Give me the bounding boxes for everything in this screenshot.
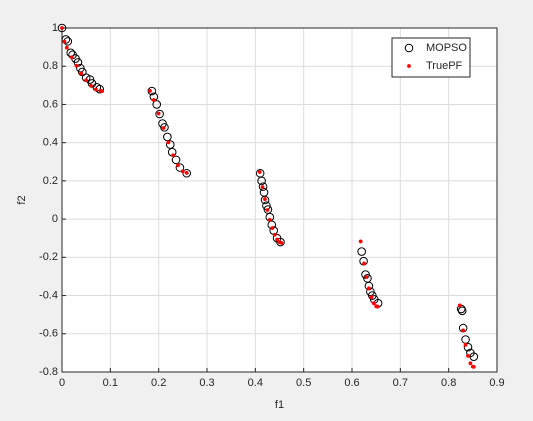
- axes-box: [61, 27, 498, 373]
- x-tick-label: 0.2: [151, 377, 166, 389]
- x-tick-label: 0.7: [393, 377, 408, 389]
- x-tick-label: 0.9: [489, 377, 504, 389]
- data-point: [171, 155, 181, 165]
- data-point: [182, 168, 191, 178]
- data-point: [463, 342, 468, 347]
- data-point: [165, 140, 175, 149]
- data-point: [358, 239, 363, 244]
- data-point: [92, 82, 102, 92]
- data-point: [461, 328, 466, 333]
- x-tick-label: 0: [59, 377, 65, 389]
- data-point: [260, 185, 265, 190]
- data-point: [468, 361, 473, 366]
- x-tick-label: 0.6: [344, 377, 359, 389]
- x-tick-label: 0.5: [296, 377, 311, 389]
- data-point: [160, 123, 169, 132]
- data-point: [62, 39, 67, 44]
- legend-box: [391, 37, 471, 78]
- legend-label: MOPSO: [426, 42, 467, 54]
- y-tick-label: -0.4: [39, 289, 58, 301]
- data-point: [364, 275, 369, 279]
- data-point: [375, 304, 380, 309]
- data-point: [267, 217, 272, 222]
- data-point: [155, 109, 164, 119]
- data-point: [270, 226, 275, 231]
- y-tick-label: -0.6: [39, 328, 58, 340]
- y-axis-label: f2: [16, 195, 28, 204]
- data-point: [61, 35, 71, 44]
- data-point: [466, 353, 470, 358]
- data-point: [78, 67, 87, 77]
- data-point: [152, 100, 162, 109]
- y-tick-label: 0.8: [43, 60, 58, 72]
- data-point: [469, 352, 479, 362]
- data-point: [156, 111, 161, 116]
- data-point: [257, 176, 266, 186]
- data-point: [57, 23, 67, 33]
- data-point: [161, 126, 166, 130]
- data-point: [89, 83, 93, 88]
- legend: MOPSO TruePF: [391, 37, 471, 78]
- data-point: [64, 45, 69, 50]
- y-tick-label: 0.4: [43, 137, 58, 149]
- y-tick-label: 0: [52, 213, 58, 225]
- y-tick-label: 0.6: [43, 98, 58, 110]
- data-point: [362, 261, 366, 266]
- data-point: [69, 55, 74, 60]
- x-tick-label: 0.8: [441, 377, 456, 389]
- data-point: [471, 364, 476, 369]
- data-point: [184, 170, 189, 175]
- data-point: [100, 89, 105, 94]
- data-point: [263, 197, 267, 201]
- data-point: [457, 303, 462, 308]
- data-point: [258, 182, 268, 191]
- data-point: [166, 140, 171, 145]
- x-tick-label: 0.3: [199, 377, 214, 389]
- legend-marker: [404, 43, 414, 53]
- data-point: [180, 169, 185, 174]
- y-tick-label: -0.8: [39, 366, 58, 378]
- data-point: [369, 295, 374, 300]
- data-point: [176, 163, 180, 168]
- data-point: [84, 78, 89, 83]
- data-point: [171, 153, 176, 158]
- data-point: [151, 98, 156, 102]
- plot-area: [62, 28, 497, 372]
- legend-marker: [407, 64, 411, 68]
- data-point: [74, 63, 79, 68]
- data-point: [263, 205, 273, 214]
- x-tick-label: 0.4: [248, 377, 263, 389]
- data-point: [272, 232, 277, 237]
- data-point: [371, 301, 376, 306]
- data-point: [457, 306, 467, 316]
- x-tick-label: 0.1: [103, 377, 118, 389]
- data-point: [367, 286, 371, 291]
- data-point: [279, 240, 284, 245]
- legend-label: TruePF: [426, 60, 463, 72]
- data-point: [257, 170, 262, 174]
- data-point: [463, 342, 473, 352]
- data-point: [93, 87, 98, 92]
- data-point: [148, 89, 152, 93]
- y-tick-label: -0.2: [39, 251, 58, 263]
- data-point: [79, 71, 84, 76]
- data-point: [175, 163, 185, 172]
- y-tick-label: 1: [52, 22, 58, 34]
- x-axis-label: f1: [275, 399, 284, 411]
- data-point: [357, 247, 366, 256]
- data-point: [60, 26, 64, 30]
- data-point: [260, 195, 270, 205]
- data-point: [275, 237, 279, 242]
- data-point: [265, 208, 270, 212]
- data-point: [276, 237, 285, 247]
- y-tick-label: 0.2: [43, 175, 58, 187]
